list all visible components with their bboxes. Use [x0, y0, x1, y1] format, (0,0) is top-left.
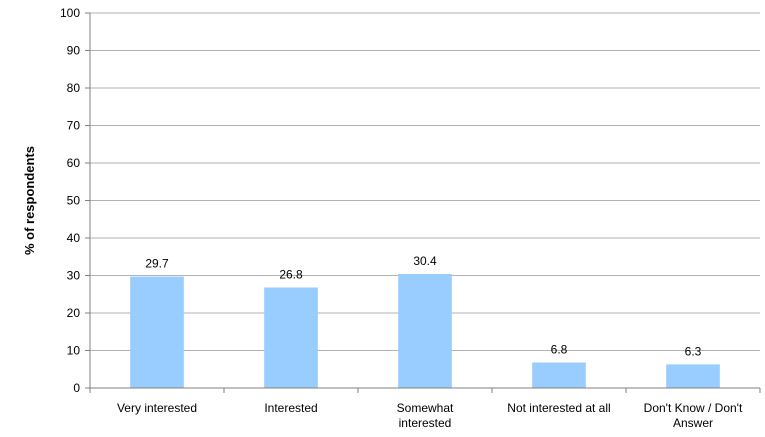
bar	[130, 276, 184, 388]
y-tick-label: 40	[67, 231, 81, 245]
gridlines	[90, 12, 760, 351]
y-tick-label: 60	[67, 156, 81, 170]
bar	[532, 362, 586, 388]
y-tick-label: 20	[67, 306, 81, 320]
y-axis-title: % of respondents	[22, 146, 37, 255]
y-tick-label: 70	[67, 119, 81, 133]
bar	[666, 364, 720, 388]
axes	[85, 12, 761, 393]
y-tick-label: 30	[67, 269, 81, 283]
data-label: 26.8	[279, 268, 303, 282]
x-category-label: Interested	[264, 401, 317, 415]
y-tick-label: 50	[67, 194, 81, 208]
data-label: 6.8	[551, 343, 568, 357]
y-tick-label: 0	[73, 381, 80, 395]
x-category-label: Don't Know / Don't Answer	[644, 401, 743, 430]
bars	[130, 274, 720, 388]
bar	[264, 287, 318, 388]
y-tick-label: 100	[60, 6, 80, 20]
bar	[398, 274, 452, 388]
data-label: 6.3	[685, 344, 702, 358]
x-category-label: Very interested	[117, 401, 197, 415]
data-label: 29.7	[145, 257, 169, 271]
y-tick-label: 90	[67, 44, 81, 58]
labels: 0 10 20 30 40 50 60 70 80 90 100 29.7 Very intereste…	[60, 6, 743, 430]
data-label: 30.4	[413, 254, 437, 268]
y-tick-label: 10	[67, 344, 81, 358]
x-category-label: Not interested at all	[507, 401, 610, 415]
y-tick-label: 80	[67, 81, 81, 95]
x-category-label: Somewhat interested	[397, 401, 454, 430]
